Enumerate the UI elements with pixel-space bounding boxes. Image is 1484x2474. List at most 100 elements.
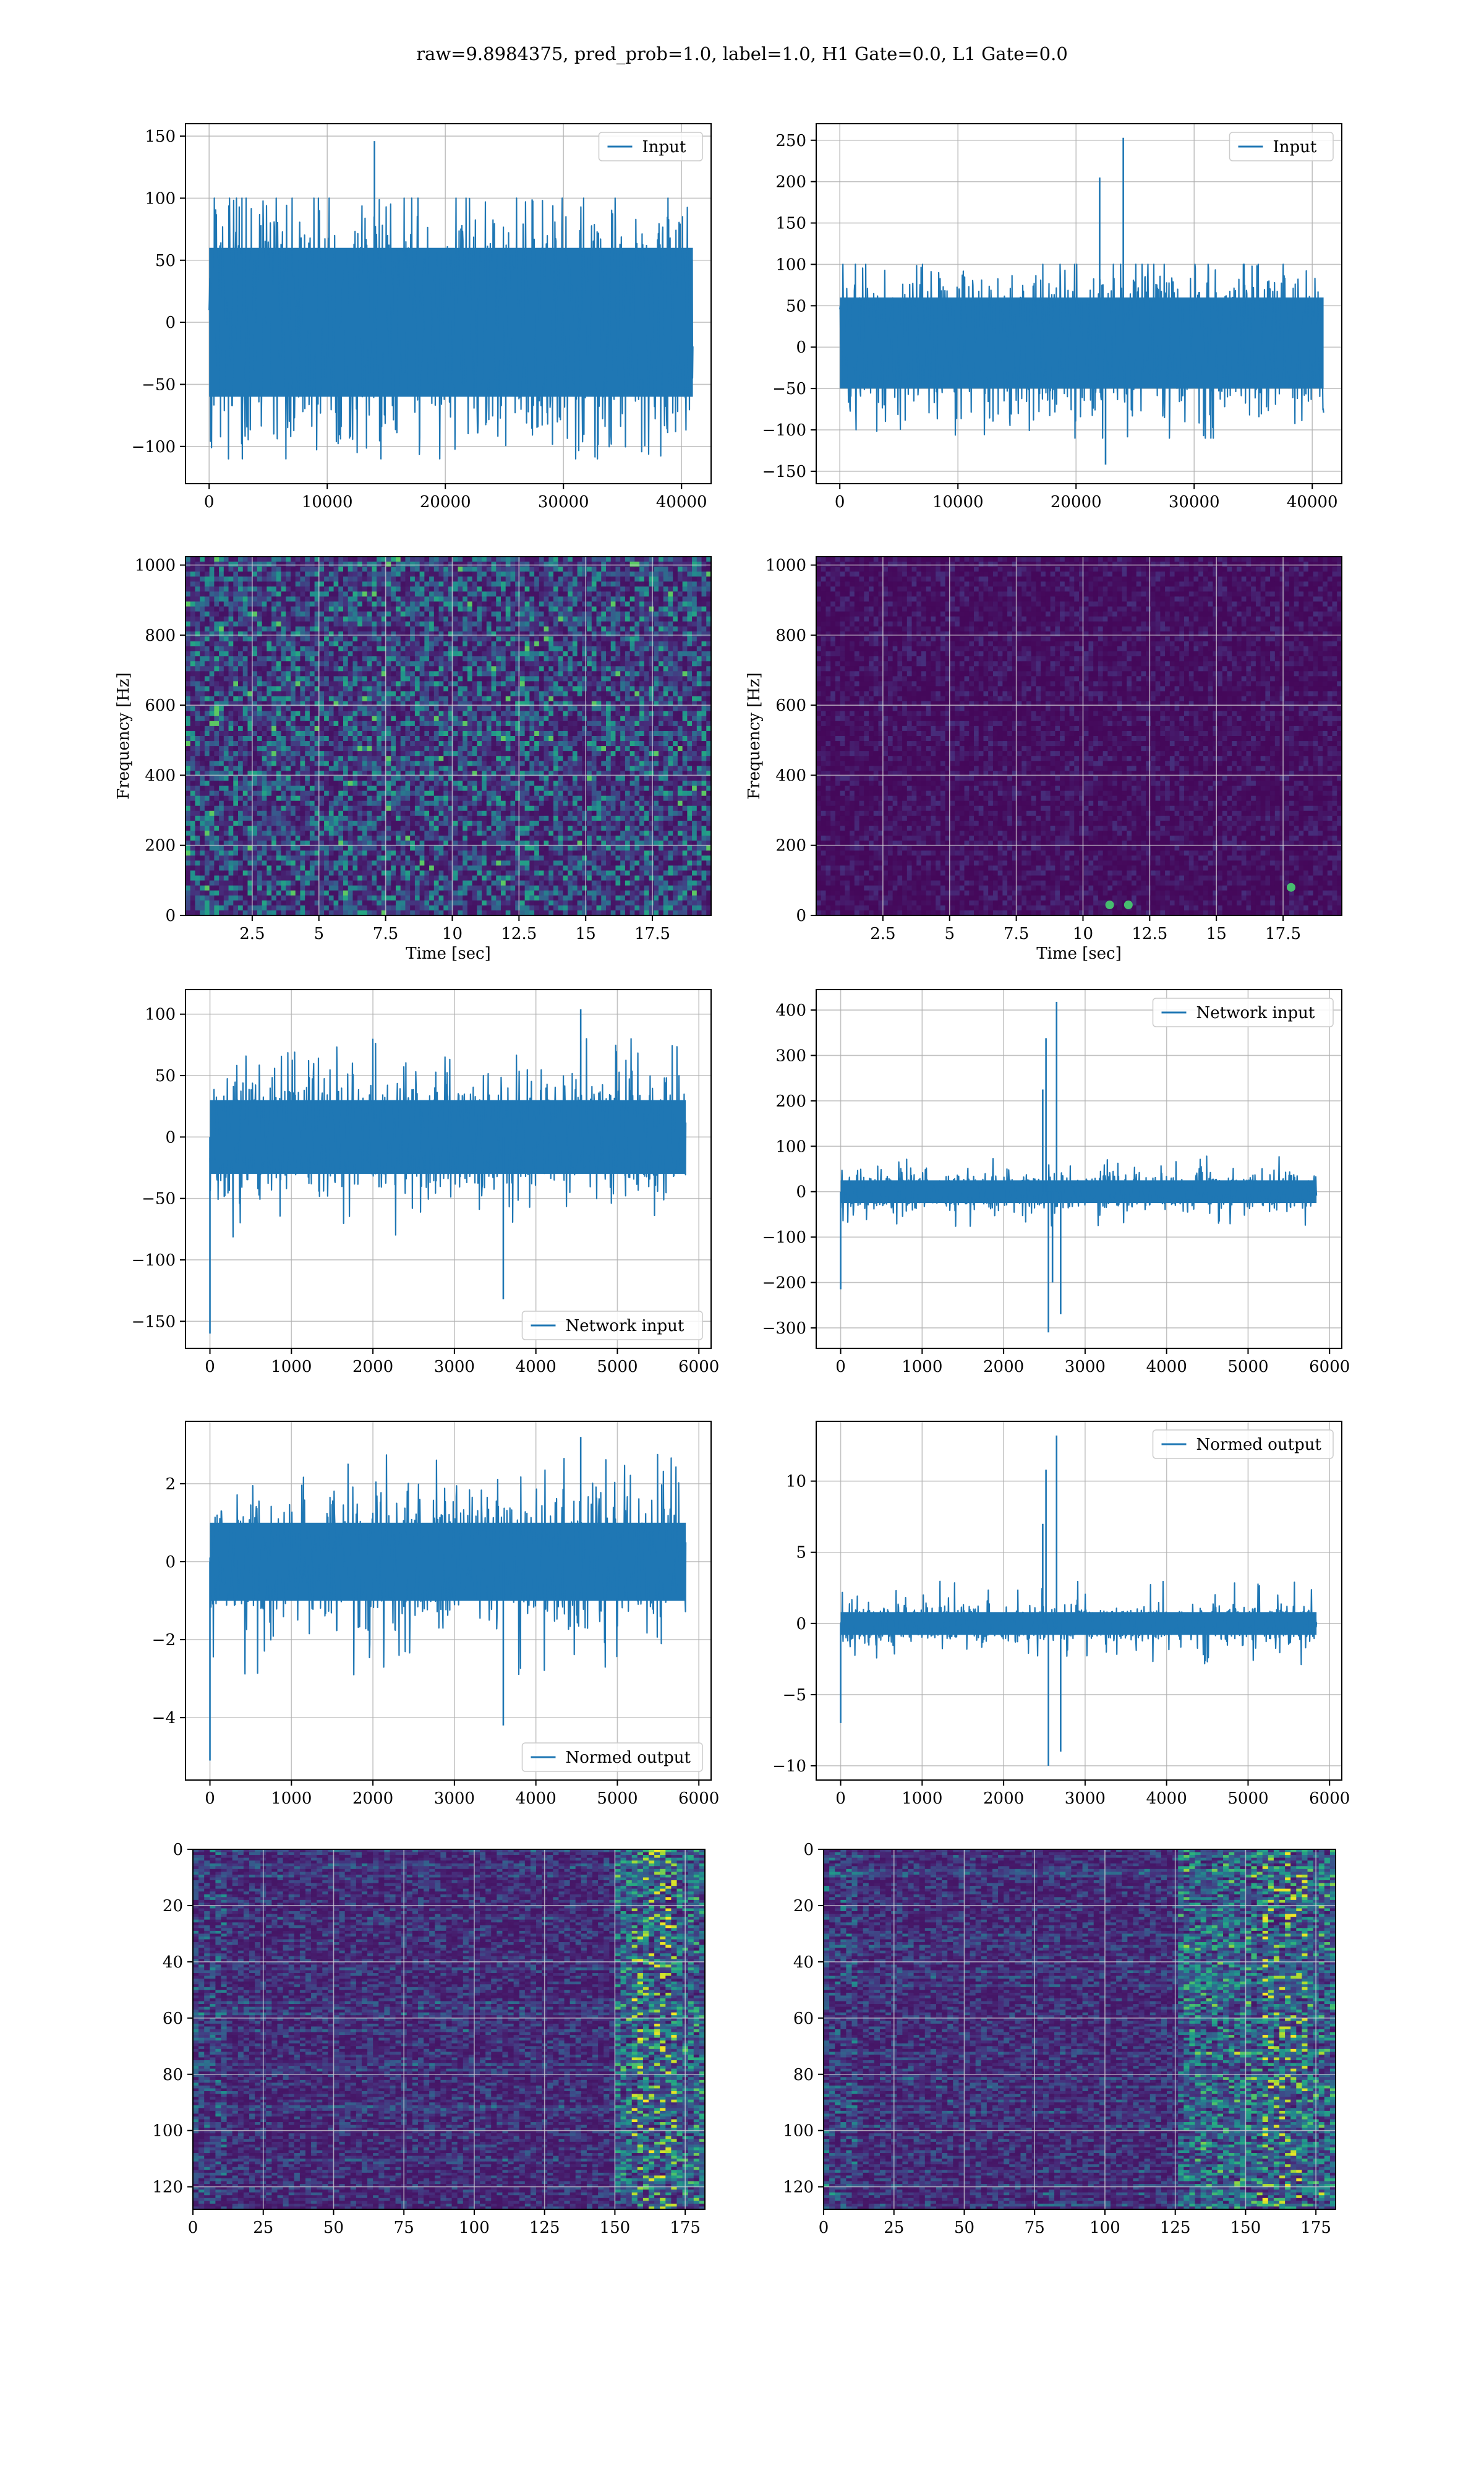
y-tick-label: 400 <box>775 1001 806 1020</box>
x-tick-label: 12.5 <box>1132 925 1167 943</box>
x-tick-label: 17.5 <box>1265 925 1301 943</box>
heatmap-cells <box>816 557 1342 916</box>
x-tick-label: 5000 <box>597 1358 638 1376</box>
y-tick-label: −4 <box>152 1709 176 1727</box>
x-tick-label: 20000 <box>420 493 471 511</box>
y-tick-label: 0 <box>165 1553 176 1572</box>
x-tick-label: 150 <box>1230 2219 1261 2237</box>
y-tick-label: 80 <box>163 2066 183 2084</box>
y-tick-label: 60 <box>793 2010 814 2028</box>
x-tick-label: 175 <box>670 2219 701 2237</box>
x-tick-label: 100 <box>1090 2219 1120 2237</box>
y-tick-label: 150 <box>145 127 176 146</box>
x-tick-label: 5 <box>313 925 324 943</box>
y-tick-label: −5 <box>783 1686 806 1705</box>
y-tick-label: 80 <box>793 2066 814 2084</box>
x-tick-label: 7.5 <box>1004 925 1029 943</box>
x-tick-label: 1000 <box>902 1358 942 1376</box>
y-tick-label: 100 <box>783 2122 814 2141</box>
x-tick-label: 10000 <box>932 493 984 511</box>
legend: Normed output <box>521 1742 703 1772</box>
legend-label: Network input <box>1196 1004 1315 1022</box>
axes-frame <box>823 1849 1336 2210</box>
x-tick-label: 7.5 <box>373 925 398 943</box>
y-tick-label: 100 <box>145 1006 176 1024</box>
signal-line <box>209 1038 687 1238</box>
y-tick-label: 200 <box>145 837 176 855</box>
x-tick-label: 17.5 <box>634 925 670 943</box>
y-tick-label: −150 <box>762 463 806 481</box>
legend-label: Normed output <box>1196 1436 1322 1454</box>
heatmap-cells <box>186 557 712 916</box>
y-tick-label: 0 <box>165 314 176 332</box>
x-tick-label: 6000 <box>678 1358 719 1376</box>
x-tick-label: 50 <box>954 2219 974 2237</box>
x-tick-label: 20000 <box>1051 493 1102 511</box>
y-tick-label: 0 <box>796 907 806 925</box>
x-tick-label: 3000 <box>434 1358 475 1376</box>
x-tick-label: 25 <box>884 2219 904 2237</box>
chart-norm-h1: 0 1000 2000 3000 4000 5000 6000 −4 −2 0 2 Normed ou… <box>152 1421 719 1808</box>
chart-net-h1: 0 1000 2000 3000 4000 5000 6000 −150 −100 −50 0 50 1… <box>132 989 719 1376</box>
legend-label: Network input <box>566 1317 684 1335</box>
y-tick-label: −200 <box>762 1274 806 1293</box>
y-tick-label: 40 <box>793 1953 814 1972</box>
x-tick-label: 1000 <box>902 1789 942 1808</box>
x-tick-label: 0 <box>188 2219 198 2237</box>
chart-feat-l1: 0 25 50 75 100 125 150 175 0 20 40 60 80 100 120 <box>783 1841 1336 2237</box>
x-tick-label: 125 <box>529 2219 560 2237</box>
x-tick-label: 0 <box>819 2219 829 2237</box>
y-tick-label: 50 <box>155 252 176 270</box>
legend-box <box>1152 1429 1334 1459</box>
chart-norm-l1: 0 1000 2000 3000 4000 5000 6000 −10 −5 0 5 10 Normed… <box>772 1421 1350 1808</box>
x-tick-label: 40000 <box>656 493 707 511</box>
y-tick-label: 1000 <box>135 557 176 575</box>
axes-frame <box>816 1421 1342 1781</box>
x-tick-label: 3000 <box>434 1789 475 1808</box>
x-tick-label: 0 <box>835 1789 846 1808</box>
x-tick-label: 5000 <box>1227 1789 1268 1808</box>
y-tick-label: 40 <box>163 1953 183 1972</box>
legend-box <box>1229 132 1334 161</box>
y-tick-label: 120 <box>152 2178 183 2197</box>
x-tick-label: 2.5 <box>870 925 895 943</box>
legend-box <box>521 1742 703 1772</box>
figure-title: raw=9.8984375, pred_prob=1.0, label=1.0,… <box>0 43 1484 64</box>
signal-line <box>840 1155 1318 1227</box>
x-tick-label: 1000 <box>271 1358 312 1376</box>
chart-feat-h1: 0 25 50 75 100 125 150 175 0 20 40 60 80 100 120 <box>152 1841 706 2237</box>
y-tick-label: 50 <box>786 297 806 315</box>
y-tick-label: 800 <box>775 627 806 645</box>
y-tick-label: 1000 <box>765 557 806 575</box>
x-tick-label: 2000 <box>352 1789 393 1808</box>
y-tick-label: −300 <box>762 1319 806 1338</box>
y-tick-label: 100 <box>152 2122 183 2141</box>
y-tick-label: 20 <box>793 1897 814 1915</box>
y-tick-label: 400 <box>145 766 176 785</box>
x-tick-label: 40000 <box>1287 493 1338 511</box>
x-tick-label: 4000 <box>516 1789 556 1808</box>
chart-input-l1: 0 10000 20000 30000 40000 −150 −100 −50 0 50 100 15… <box>762 123 1342 511</box>
heatmap-cells <box>193 1849 706 2210</box>
bright-spot <box>1105 901 1114 910</box>
y-tick-label: 60 <box>163 2010 183 2028</box>
heatmap-cells <box>824 1849 1336 2210</box>
y-tick-label: 150 <box>775 215 806 233</box>
y-tick-label: 2 <box>165 1475 176 1494</box>
chart-spec-h1: 2.5 5 7.5 10 12.5 15 17.5 0 200 400 600 800 1000 Time… <box>114 556 712 963</box>
y-tick-label: −50 <box>142 1190 176 1209</box>
y-tick-label: −2 <box>152 1631 176 1650</box>
x-tick-label: 75 <box>394 2219 414 2237</box>
y-tick-label: −100 <box>762 1228 806 1247</box>
x-tick-label: 2000 <box>983 1358 1024 1376</box>
x-tick-label: 12.5 <box>501 925 537 943</box>
x-tick-label: 10 <box>442 925 463 943</box>
legend: Network input <box>521 1311 703 1340</box>
y-tick-label: 100 <box>775 1137 806 1156</box>
y-tick-label: −10 <box>772 1757 806 1776</box>
x-tick-label: 0 <box>205 1789 215 1808</box>
axes-frame <box>816 123 1342 484</box>
chart-net-l1: 0 1000 2000 3000 4000 5000 6000 −300 −200 −100 0 10… <box>762 989 1350 1376</box>
signal-line <box>209 1453 687 1676</box>
y-tick-label: −100 <box>762 421 806 440</box>
